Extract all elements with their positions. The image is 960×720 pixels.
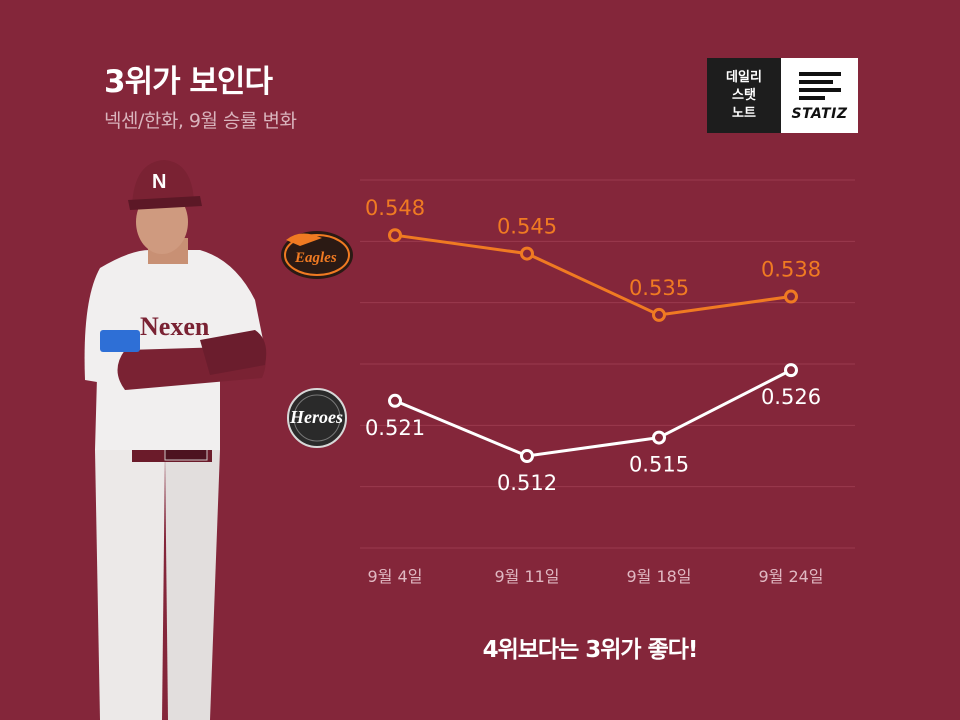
brand-line-3: 노트 (732, 105, 756, 121)
statiz-stripes-icon (799, 72, 841, 100)
series-lines (394, 233, 792, 458)
eagles-logo-icon: Eagles (281, 231, 353, 279)
data-label-eagles: 0.535 (629, 276, 689, 300)
svg-text:N: N (152, 171, 166, 193)
data-label-heroes: 0.526 (761, 385, 821, 409)
data-point-eagles (388, 228, 402, 243)
data-labels: 0.548 0.545 0.535 0.538 0.521 0.512 0.515 0.526 (365, 196, 821, 495)
chart-subtitle: 넥센/한화, 9월 승률 변화 (104, 110, 297, 132)
series-line-eagles (394, 233, 792, 317)
data-point-heroes (784, 363, 798, 378)
heroes-logo-icon: Heroes (287, 388, 347, 448)
data-point-heroes (388, 393, 402, 408)
chart-title: 3위가 보인다 (104, 64, 273, 100)
data-label-heroes: 0.512 (497, 471, 557, 495)
data-point-heroes (520, 449, 534, 463)
chart-grid (360, 179, 855, 549)
series-line-heroes (394, 368, 792, 458)
x-tick-label: 9월 24일 (758, 567, 823, 586)
data-label-eagles: 0.548 (365, 196, 425, 220)
player-illustration: N Nexen (84, 160, 267, 720)
data-label-eagles: 0.545 (497, 215, 557, 239)
data-label-heroes: 0.521 (365, 416, 425, 440)
data-point-heroes (652, 430, 666, 445)
statiz-wordmark: STATIZ (791, 106, 848, 122)
x-tick-label: 9월 11일 (494, 567, 559, 586)
brand-line-1: 데일리 (726, 69, 762, 85)
svg-text:Nexen: Nexen (140, 312, 210, 341)
data-point-eagles (652, 307, 666, 322)
svg-text:Heroes: Heroes (289, 407, 343, 427)
footnote-text: 4위보다는 3위가 좋다! (482, 637, 699, 663)
brand-line-2: 스탯 (732, 87, 756, 103)
x-tick-label: 9월 4일 (368, 567, 423, 586)
data-points (388, 228, 798, 463)
statiz-logo: STATIZ (781, 58, 858, 133)
data-label-eagles: 0.538 (761, 258, 821, 282)
brand-daily-stat-note: 데일리 스탯 노트 (707, 58, 781, 133)
x-axis-tick-labels: 9월 4일 9월 11일 9월 18일 9월 24일 (368, 567, 824, 586)
data-label-heroes: 0.515 (629, 453, 689, 477)
brand-badge: 데일리 스탯 노트 STATIZ (707, 58, 858, 133)
x-tick-label: 9월 18일 (626, 567, 691, 586)
svg-text:Eagles: Eagles (294, 250, 337, 266)
data-point-eagles (784, 289, 798, 304)
data-point-eagles (520, 246, 534, 261)
